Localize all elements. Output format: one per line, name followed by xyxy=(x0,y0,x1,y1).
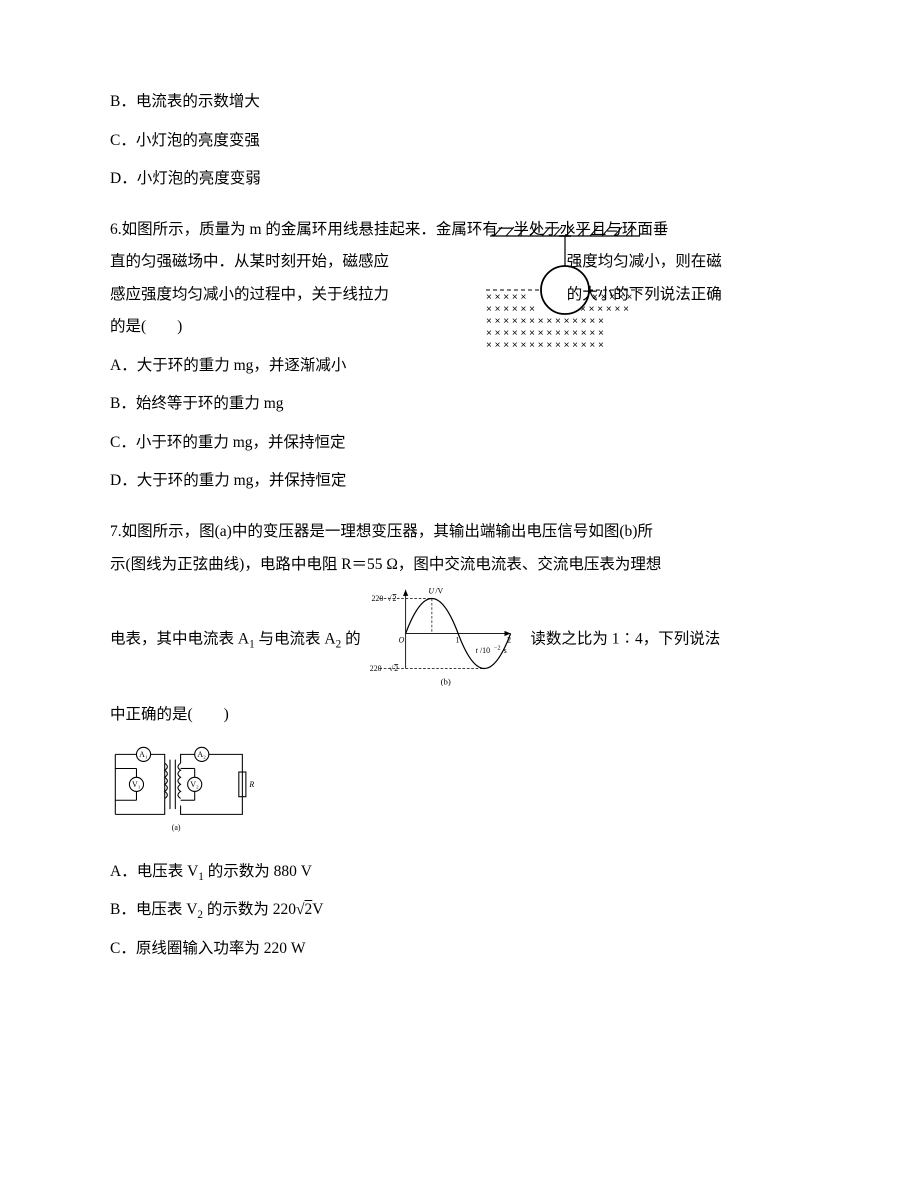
svg-text:× × × × × × × × × × × × × ×: × × × × × × × × × × × × × × xyxy=(486,316,604,327)
q7-sub2: 2 xyxy=(336,639,342,651)
svg-text:× × × × ×: × × × × × xyxy=(592,292,632,303)
svg-text:s: s xyxy=(504,646,507,655)
svg-text:220: 220 xyxy=(372,594,384,603)
q7-l3-post: 的 xyxy=(345,630,361,647)
svg-text:V₁: V₁ xyxy=(132,780,141,789)
svg-text:2: 2 xyxy=(393,594,397,603)
svg-text:V₂: V₂ xyxy=(190,780,199,789)
q6-option-d: D．大于环的重力 mg，并保持恒定 xyxy=(110,465,810,498)
svg-text:U: U xyxy=(429,586,436,595)
q7a-post: 的示数为 880 V xyxy=(204,863,312,880)
q6-option-b: B．始终等于环的重力 mg xyxy=(110,388,810,421)
svg-text:2: 2 xyxy=(508,635,512,644)
q7-option-b: B．电压表 V2 的示数为 220√2V xyxy=(110,894,810,927)
q6-figure: × × × × ×× × × × × × × × × × ×× × × × × … xyxy=(480,222,650,352)
q7-line1: 7.如图所示，图(a)中的变压器是一理想变压器，其输出端输出电压信号如图(b)所 xyxy=(110,516,810,549)
q5-option-b: B．电流表的示数增大 xyxy=(110,86,810,119)
q7-option-a: A．电压表 V1 的示数为 880 V xyxy=(110,856,810,889)
svg-text:/V: /V xyxy=(436,586,444,595)
q7-sub1: 1 xyxy=(249,639,255,651)
q7-line4: 中正确的是( ) xyxy=(110,699,810,732)
svg-text:−220: −220 xyxy=(370,664,382,673)
q6-line4: 的是( ) xyxy=(110,318,182,335)
svg-text:t: t xyxy=(476,646,479,655)
svg-text:A₁: A₁ xyxy=(139,750,148,759)
svg-text:A₂: A₂ xyxy=(197,750,206,759)
svg-text:× × × × × × × × × × × × × ×: × × × × × × × × × × × × × × xyxy=(486,340,604,351)
svg-text:× × × × × ×: × × × × × × xyxy=(580,304,629,315)
svg-text:(a): (a) xyxy=(172,823,181,832)
svg-text:O: O xyxy=(399,635,405,644)
svg-text:2: 2 xyxy=(395,664,399,673)
q5-option-c: C．小灯泡的亮度变强 xyxy=(110,125,810,158)
q7-figure-b: U/V 220 √2 −220 √2 O 1 2 t /10 −2 s (b) xyxy=(370,581,520,699)
q6-option-a: A．大于环的重力 mg，并逐渐减小 xyxy=(110,350,810,383)
svg-text:1: 1 xyxy=(456,635,460,644)
q6-line2a: 直的匀强磁场中．从某时刻开始，磁感应 xyxy=(110,253,389,270)
svg-text:× × × × × ×: × × × × × × xyxy=(486,304,535,315)
q7a-pre: A．电压表 V xyxy=(110,863,198,880)
svg-text:√: √ xyxy=(389,664,394,673)
q6-option-c: C．小于环的重力 mg，并保持恒定 xyxy=(110,427,810,460)
q7b-mid: 的示数为 220 xyxy=(203,901,296,918)
q6-stem: 6.如图所示，质量为 m 的金属环用线悬挂起来．金属环有一半处于水平且与环面垂 … xyxy=(110,214,810,344)
q7-line2: 示(图线为正弦曲线)，电路中电阻 R＝55 Ω，图中交流电流表、交流电压表为理想 xyxy=(110,549,810,582)
q7-stem: 7.如图所示，图(a)中的变压器是一理想变压器，其输出端输出电压信号如图(b)所… xyxy=(110,516,810,731)
q7-l3-after: 读数之比为 1∶4，下列说法 xyxy=(530,630,720,647)
q7-l3-mid: 与电流表 A xyxy=(259,630,336,647)
q7-l3-pre: 电表，其中电流表 A xyxy=(110,630,249,647)
svg-text:R: R xyxy=(248,780,254,789)
q7-line3: 电表，其中电流表 A1 与电流表 A2 的 U/V 220 √2 −2 xyxy=(110,581,810,699)
svg-text:√: √ xyxy=(388,594,393,603)
svg-text:/10: /10 xyxy=(480,646,490,655)
svg-text:× × × × × × × × × × × × × ×: × × × × × × × × × × × × × × xyxy=(486,328,604,339)
svg-text:−2: −2 xyxy=(494,645,501,651)
q7b-pre: B．电压表 V xyxy=(110,901,197,918)
svg-text:(b): (b) xyxy=(441,676,451,686)
q7-option-c: C．原线圈输入功率为 220 W xyxy=(110,933,810,966)
q6-line3a: 感应强度均匀减小的过程中，关于线拉力 xyxy=(110,286,389,303)
q7-figure-a: A₁ A₂ V₁ V₂ R (a) xyxy=(110,737,810,850)
q7b-post: V xyxy=(312,901,323,918)
svg-text:× × × × ×: × × × × × xyxy=(486,292,526,303)
q5-option-d: D．小灯泡的亮度变弱 xyxy=(110,163,810,196)
